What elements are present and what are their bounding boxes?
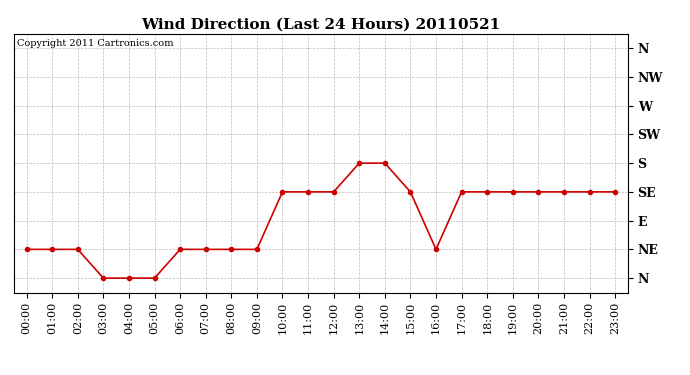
Title: Wind Direction (Last 24 Hours) 20110521: Wind Direction (Last 24 Hours) 20110521	[141, 17, 500, 31]
Text: Copyright 2011 Cartronics.com: Copyright 2011 Cartronics.com	[17, 39, 173, 48]
